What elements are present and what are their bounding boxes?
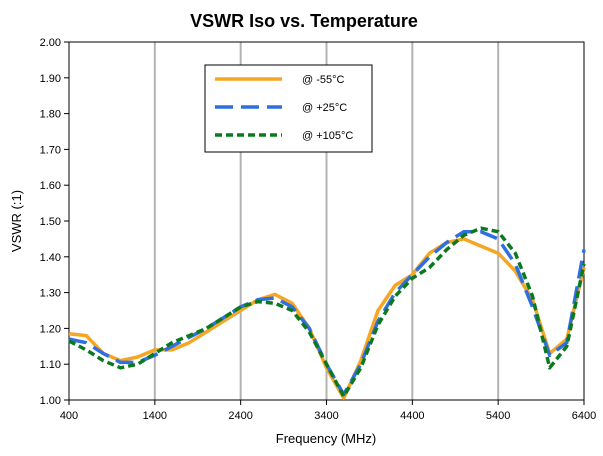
y-tick-label: 1.80 [40,109,61,121]
y-tick-label: 2.00 [40,37,61,49]
x-tick-label: 5400 [486,410,510,422]
x-tick-label: 2400 [228,410,252,422]
legend-label-3: @ +105°C [302,130,353,142]
legend-label-1: @ -55°C [302,74,345,86]
legend: @ -55°C @ +25°C @ +105°C [204,64,373,153]
y-tick-label: 1.30 [40,288,61,300]
x-tick-label: 1400 [143,410,167,422]
series-lines [68,226,586,400]
y-tick-label: 1.70 [40,144,61,156]
x-axis-label: Frequency (MHz) [276,431,376,446]
y-tick-label: 1.20 [40,323,61,335]
y-tick-label: 1.10 [40,359,61,371]
series-line-3 [68,226,586,399]
axis-ticks: 400 1400 2400 3400 4400 5400 6400 1.00 1.10 1.20 1… [40,37,597,422]
y-tick-label: 1.00 [40,395,61,407]
y-tick-label: 1.50 [40,216,61,228]
y-tick-label: 1.90 [40,73,61,85]
y-axis-label: VSWR (:1) [9,190,24,252]
x-tick-label: 400 [60,410,78,422]
x-tick-label: 4400 [400,410,424,422]
y-tick-label: 1.40 [40,252,61,264]
y-tick-label: 1.60 [40,180,61,192]
chart-title: VSWR Iso vs. Temperature [190,11,418,31]
legend-items: @ -55°C @ +25°C @ +105°C [215,74,353,142]
x-tick-label: 6400 [572,410,596,422]
legend-label-2: @ +25°C [302,102,347,114]
x-tick-label: 3400 [314,410,338,422]
